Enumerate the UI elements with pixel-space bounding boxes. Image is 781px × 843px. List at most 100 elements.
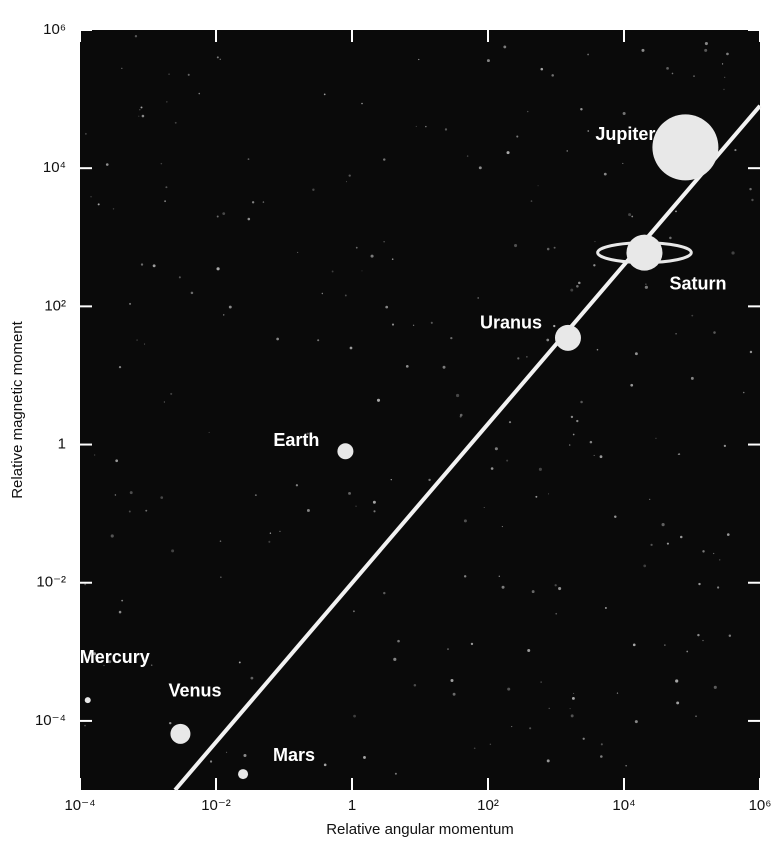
star <box>128 510 131 513</box>
star <box>262 201 265 203</box>
star <box>580 400 583 404</box>
star <box>666 66 669 70</box>
star <box>553 324 556 328</box>
star <box>723 88 725 91</box>
star <box>344 294 347 297</box>
star <box>634 352 638 356</box>
star <box>269 532 272 534</box>
star <box>717 586 720 589</box>
planet-marker <box>170 723 191 744</box>
star <box>447 648 449 651</box>
star <box>728 634 732 637</box>
star <box>530 200 533 202</box>
star <box>170 392 173 395</box>
star <box>535 495 538 498</box>
star <box>428 478 431 482</box>
planet <box>554 324 581 351</box>
star <box>576 284 579 288</box>
star <box>506 151 510 155</box>
star <box>589 440 593 444</box>
star <box>390 479 392 481</box>
star <box>174 121 177 124</box>
planet-label: Saturn <box>669 273 726 293</box>
star <box>376 398 381 402</box>
star <box>531 590 535 594</box>
star <box>321 292 324 295</box>
star <box>632 643 636 647</box>
star <box>498 575 500 577</box>
star <box>594 241 596 243</box>
star <box>383 241 385 243</box>
planet-label: Mars <box>273 745 315 765</box>
planet-marker <box>337 443 354 460</box>
star <box>537 185 539 187</box>
star <box>143 343 146 345</box>
planet-label: Jupiter <box>595 124 655 144</box>
star <box>514 243 518 248</box>
star <box>649 498 651 501</box>
star <box>731 251 735 255</box>
planet-label: Earth <box>273 430 319 450</box>
star <box>600 755 603 758</box>
star <box>679 535 683 539</box>
star <box>450 678 454 682</box>
star <box>136 339 138 341</box>
star <box>348 174 351 177</box>
star <box>664 644 666 646</box>
star <box>697 633 700 637</box>
star <box>551 74 554 77</box>
star <box>529 727 532 730</box>
star <box>243 754 247 758</box>
star <box>734 148 737 152</box>
star <box>160 162 163 165</box>
star <box>573 692 575 694</box>
star <box>489 743 492 746</box>
star <box>418 58 420 61</box>
star <box>129 302 132 305</box>
star <box>353 714 356 718</box>
star <box>163 401 165 403</box>
planet-marker <box>554 324 581 351</box>
star <box>644 285 648 289</box>
star <box>569 708 571 710</box>
star <box>691 314 694 317</box>
star <box>216 215 219 218</box>
star <box>690 376 694 380</box>
star <box>517 357 520 360</box>
star <box>726 52 729 56</box>
x-tick-label: 10⁻⁴ <box>64 797 95 814</box>
star <box>118 610 122 614</box>
star <box>141 114 145 118</box>
star <box>571 696 575 700</box>
star <box>526 356 528 358</box>
star <box>593 454 595 456</box>
star <box>723 444 727 448</box>
star <box>470 642 474 646</box>
y-axis-title: Relative magnetic moment <box>9 320 26 498</box>
star <box>317 339 320 342</box>
star <box>295 484 299 487</box>
star <box>225 751 228 753</box>
star <box>323 763 327 767</box>
star <box>353 610 355 613</box>
star <box>383 591 386 595</box>
star <box>630 383 634 387</box>
star <box>349 346 353 350</box>
star <box>693 75 695 78</box>
star <box>578 281 581 285</box>
planet-label: Mercury <box>80 647 150 667</box>
trend-line <box>173 104 762 792</box>
star <box>566 150 568 152</box>
star <box>397 639 400 643</box>
star <box>508 421 512 424</box>
star <box>297 251 299 254</box>
star <box>139 109 141 111</box>
star <box>306 432 309 435</box>
star <box>166 101 168 103</box>
star <box>546 759 550 763</box>
y-tick-label: 1 <box>58 436 66 453</box>
star <box>145 509 148 512</box>
star <box>494 447 498 451</box>
star <box>568 444 571 446</box>
